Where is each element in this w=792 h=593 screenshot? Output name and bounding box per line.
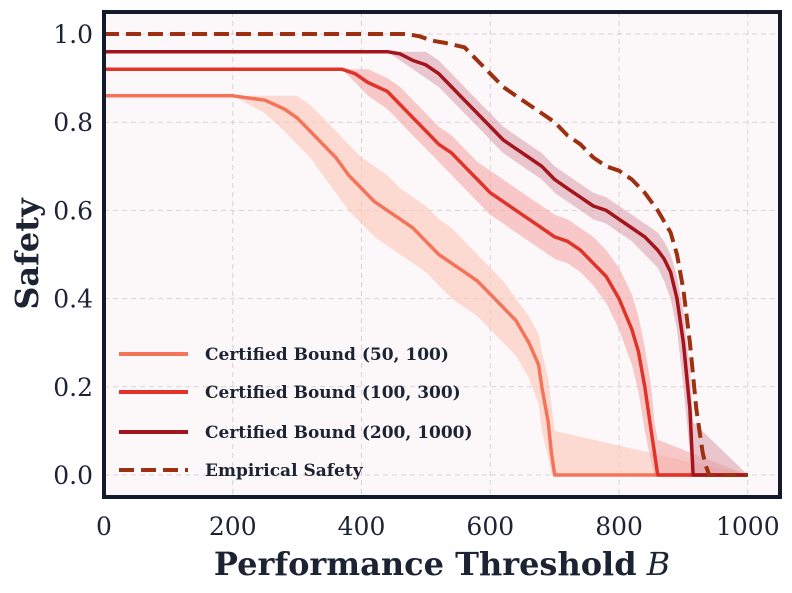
x-tick-label: 1000 [716, 512, 780, 541]
x-tick-label: 800 [595, 512, 643, 541]
plot-frame [102, 10, 782, 499]
series-line-2 [104, 67, 748, 477]
y-tick-label: 0.6 [53, 196, 93, 225]
y-axis-title: Safety [8, 197, 46, 310]
y-tick-label: 0.8 [53, 108, 93, 137]
x-tick-labels: 0 200 400 600 800 1000 [96, 512, 780, 541]
series-line-4 [104, 32, 748, 477]
x-axis-title-text: Performance Threshold [214, 545, 637, 583]
x-tick-label: 0 [96, 512, 112, 541]
x-axis-title: Performance Threshold B [214, 545, 670, 583]
y-tick-label: 0.0 [53, 461, 93, 490]
series-line-3 [104, 49, 748, 477]
legend-label-1: Certified Bound (50, 100) [205, 345, 449, 365]
legend-label-4: Empirical Safety [205, 461, 364, 481]
confidence-bands [104, 51, 748, 476]
y-tick-label: 1.0 [53, 20, 93, 49]
legend: Certified Bound (50, 100) Certified Bound… [119, 345, 473, 481]
legend-label-2: Certified Bound (100, 300) [205, 383, 461, 403]
confidence-band-2 [104, 69, 748, 476]
x-axis-title-symbol: B [646, 545, 671, 583]
x-tick-label: 600 [466, 512, 514, 541]
legend-label-3: Certified Bound (200, 1000) [205, 423, 473, 443]
y-tick-label: 0.2 [53, 373, 93, 402]
y-tick-labels: 0.0 0.2 0.4 0.6 0.8 1.0 [53, 20, 93, 490]
y-tick-label: 0.4 [53, 285, 93, 314]
x-tick-label: 200 [209, 512, 257, 541]
series-line-1 [104, 94, 748, 477]
x-tick-label: 400 [338, 512, 386, 541]
series-lines [104, 32, 748, 477]
